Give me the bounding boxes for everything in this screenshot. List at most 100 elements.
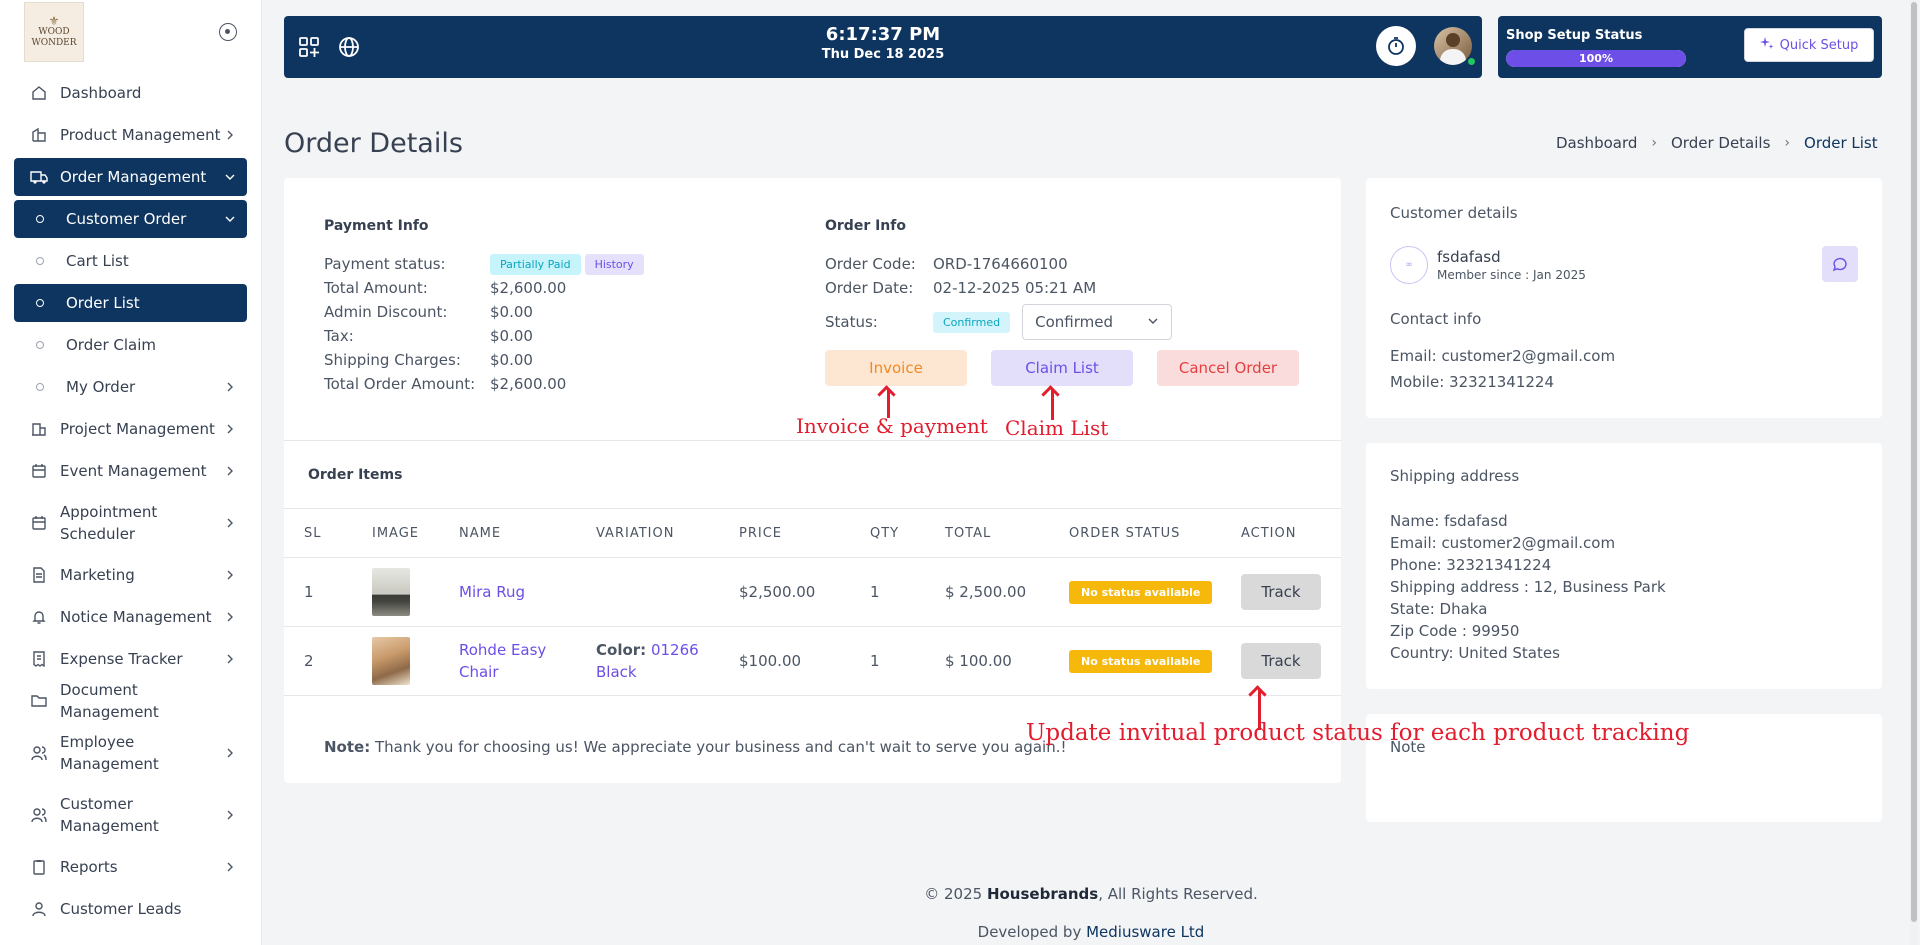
breadcrumb-dashboard[interactable]: Dashboard xyxy=(1556,134,1638,152)
col-header: VARIATION xyxy=(596,525,675,541)
user-avatar[interactable] xyxy=(1434,27,1472,65)
order-status-select-value: Confirmed xyxy=(1035,313,1113,331)
sidebar-item-customer-order[interactable]: Customer Order xyxy=(14,200,247,238)
sidebar-item-label: Employee Management xyxy=(60,733,159,773)
sidebar-item-dashboard[interactable]: Dashboard xyxy=(14,74,247,112)
variation-value: 01266 Black xyxy=(596,641,699,681)
chat-icon[interactable] xyxy=(1822,246,1858,282)
sidebar-item-customer-management[interactable]: Customer Management xyxy=(14,786,247,844)
sparkle-icon xyxy=(1759,36,1774,54)
history-badge[interactable]: History xyxy=(584,253,644,275)
sidebar: ⚜ WOOD WONDER Dashboard Product Manageme… xyxy=(0,0,262,945)
row-qty: 1 xyxy=(870,652,880,670)
sidebar-item-order-claim[interactable]: Order Claim xyxy=(14,326,247,364)
row-action: Track xyxy=(1241,643,1341,679)
bullet-icon xyxy=(36,341,44,349)
order-actions: Invoice Claim List Cancel Order xyxy=(825,350,1299,386)
sidebar-item-appointment-scheduler[interactable]: Appointment Scheduler xyxy=(14,494,247,552)
breadcrumb-order-list[interactable]: Order List xyxy=(1804,134,1878,152)
sidebar-item-reports[interactable]: Reports xyxy=(14,848,247,886)
sidebar-item-customer-leads[interactable]: Customer Leads xyxy=(14,890,247,928)
shipping-address-card: Shipping address Name: fsdafasd Email: c… xyxy=(1366,443,1882,689)
chevron-down-icon xyxy=(1147,313,1159,331)
product-name-link[interactable]: Mira Rug xyxy=(459,583,526,601)
row-total: $ 100.00 xyxy=(945,652,1012,670)
developer-prefix: Developed by xyxy=(977,923,1087,941)
developer-link[interactable]: Mediusware Ltd xyxy=(1086,923,1205,941)
row-status: No status available xyxy=(1069,649,1241,673)
sidebar-item-product-management[interactable]: Product Management xyxy=(14,116,247,154)
track-button[interactable]: Track xyxy=(1241,574,1321,610)
sidebar-item-label: Customer Leads xyxy=(60,900,182,918)
sidebar-toggle-icon[interactable] xyxy=(219,23,237,41)
sidebar-item-cart-list[interactable]: Cart List xyxy=(14,242,247,280)
sidebar-item-label: Expense Tracker xyxy=(60,650,183,668)
copyright-prefix: © 2025 xyxy=(924,885,987,903)
invoice-button[interactable]: Invoice xyxy=(825,350,967,386)
sidebar-item-document-management[interactable]: Document Management xyxy=(14,681,247,721)
sidebar-item-marketing[interactable]: Marketing xyxy=(14,556,247,594)
order-code-label: Order Code: xyxy=(825,255,916,273)
user-icon xyxy=(30,900,48,918)
sidebar-item-label: Cart List xyxy=(66,252,129,270)
product-thumbnail[interactable] xyxy=(372,568,410,616)
sidebar-item-order-management[interactable]: Order Management xyxy=(14,158,247,196)
cancel-order-button[interactable]: Cancel Order xyxy=(1157,350,1299,386)
quick-setup-button[interactable]: Quick Setup xyxy=(1744,28,1874,62)
setup-progress-fill: 100% xyxy=(1506,50,1686,67)
online-status-dot xyxy=(1466,56,1477,67)
sidebar-item-notice-management[interactable]: Notice Management xyxy=(14,598,247,636)
note-text: Thank you for choosing us! We appreciate… xyxy=(374,738,1067,756)
product-thumbnail[interactable] xyxy=(372,637,410,685)
annotation-claim: Claim List xyxy=(1005,416,1109,440)
chevron-right-icon: › xyxy=(1651,135,1657,151)
page-scrollbar[interactable] xyxy=(1910,0,1918,945)
sidebar-item-project-management[interactable]: Project Management xyxy=(14,410,247,448)
note-card: Note xyxy=(1366,714,1882,822)
globe-icon[interactable] xyxy=(336,34,362,60)
shipping-address-title: Shipping address xyxy=(1390,467,1520,485)
sidebar-item-label: Dashboard xyxy=(60,84,142,102)
annotation-arrow xyxy=(1051,390,1054,420)
logo-mark-icon: ⚜ xyxy=(48,13,60,28)
sidebar-item-employee-management[interactable]: Employee Management xyxy=(14,724,247,782)
annotation-track: Update invitual product status for each … xyxy=(1026,720,1690,746)
product-name-link[interactable]: Rohde Easy Chair xyxy=(459,641,547,681)
customer-details-title: Customer details xyxy=(1390,204,1518,222)
sidebar-item-order-list[interactable]: Order List xyxy=(14,284,247,322)
track-button[interactable]: Track xyxy=(1241,643,1321,679)
users-icon xyxy=(30,744,48,762)
clock-date: Thu Dec 18 2025 xyxy=(821,47,945,62)
shipping-line: Country: United States xyxy=(1390,644,1560,662)
sidebar-item-label: Document Management xyxy=(60,681,159,721)
scrollbar-thumb[interactable] xyxy=(1911,2,1917,922)
order-status-row: Status: Confirmed Confirmed xyxy=(825,300,1325,344)
sidebar-item-expense-tracker[interactable]: Expense Tracker xyxy=(14,640,247,678)
sidebar-item-event-management[interactable]: Event Management xyxy=(14,452,247,490)
payment-row: Shipping Charges: $0.00 xyxy=(324,348,648,372)
row-status: No status available xyxy=(1069,580,1241,604)
timer-icon[interactable] xyxy=(1376,26,1416,66)
setup-title: Shop Setup Status xyxy=(1506,28,1643,43)
breadcrumb-order-details[interactable]: Order Details xyxy=(1671,134,1771,152)
payment-row: Total Order Amount: $2,600.00 xyxy=(324,372,648,396)
shipping-line: Phone: 32321341224 xyxy=(1390,556,1552,574)
brand-logo[interactable]: ⚜ WOOD WONDER xyxy=(24,2,84,62)
claim-list-button[interactable]: Claim List xyxy=(991,350,1133,386)
row-price: $100.00 xyxy=(739,652,802,670)
order-info-title: Order Info xyxy=(825,218,906,234)
sidebar-item-my-order[interactable]: My Order xyxy=(14,368,247,406)
order-status-select[interactable]: Confirmed xyxy=(1022,304,1173,340)
copyright-suffix: , All Rights Reserved. xyxy=(1098,885,1258,903)
apps-add-icon[interactable] xyxy=(296,34,322,60)
chevron-right-icon xyxy=(223,808,237,822)
chevron-right-icon xyxy=(223,422,237,436)
sidebar-item-label: Order Claim xyxy=(66,336,157,354)
setup-progress-bar: 100% xyxy=(1506,50,1686,67)
customer-since: Member since : Jan 2025 xyxy=(1437,268,1586,282)
order-date-label: Order Date: xyxy=(825,279,914,297)
payment-status-row: Payment status: Partially Paid History xyxy=(324,252,648,276)
col-header: ORDER STATUS xyxy=(1069,525,1181,541)
customer-meta: fsdafasd Member since : Jan 2025 xyxy=(1437,248,1586,282)
customer-mobile: Mobile: 32321341224 xyxy=(1390,373,1555,391)
